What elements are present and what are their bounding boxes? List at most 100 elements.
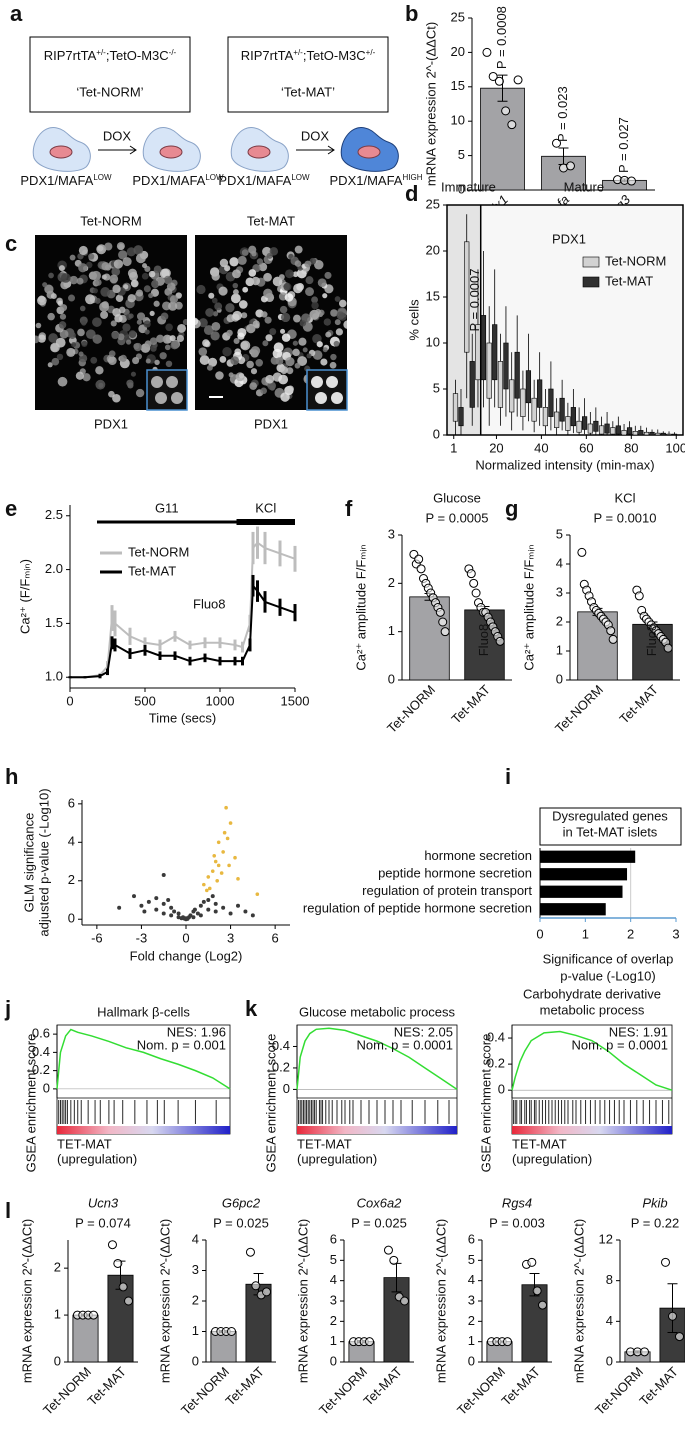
point [213,909,218,914]
significant-point [227,863,231,868]
panel-label: l [5,1198,11,1223]
data-point [471,588,481,598]
panel-label: b [405,1,418,26]
nucleus-spot [323,318,332,326]
significant-point [255,892,260,897]
p-value: P = 0.003 [489,1215,545,1230]
nucleus-spot [76,277,84,285]
data-point [440,627,450,637]
x-tick-label: 40 [534,440,548,455]
nucleus-spot [112,393,121,403]
nucleus-spot [150,345,157,352]
nucleus-spot [203,325,214,336]
nucleus-spot [170,340,179,350]
nucleus-spot [109,274,119,284]
data-point [608,634,618,644]
nucleus-spot [77,328,85,337]
nucleus-spot [108,350,116,358]
nucleus-spot [262,340,269,347]
y-tick-label: 25 [426,196,440,211]
box [570,407,576,427]
p-value: P = 0.22 [631,1215,680,1230]
p-value: P = 0.074 [75,1215,131,1230]
y-tick-label: 0.2 [32,1062,50,1077]
box [565,416,571,431]
nucleus-spot [329,361,337,369]
data-point [113,1258,123,1268]
y-tick-label: 15 [426,288,440,303]
y-axis-label: % cells [406,299,421,341]
genotype: RIP7rtTA+/-;TetO-M3C-/- [44,48,177,64]
chart-title: in Tet-MAT islets [563,824,658,839]
y-tick-label: 0.4 [272,1038,290,1053]
point [198,913,203,918]
cell-state-part: HIGH [402,173,422,182]
nucleus [159,145,183,159]
nucleus-spot [280,328,286,334]
immature-region [447,205,481,435]
nucleus-spot [238,373,245,379]
box [464,241,470,353]
cell-state-part: PDX1/MAFA [330,173,403,188]
nucleus-spot [115,294,124,302]
nucleus-spot [311,301,319,310]
nucleus-spot [128,330,137,339]
significant-point [202,882,206,887]
data-point [501,106,511,116]
p-value: P = 0.025 [351,1215,407,1230]
nucleus-spot [160,312,169,321]
nucleus-spot [133,342,142,352]
x-tick-label: 0 [66,693,73,708]
data-point [438,617,448,627]
panel-label: d [405,181,418,206]
x-tick-label: 2 [627,926,634,941]
box [576,420,582,433]
nucleus-spot [280,392,290,402]
y-tick-label: 0 [283,1081,290,1096]
box [610,427,616,435]
legend-swatch [582,276,600,288]
data-point [482,47,492,57]
y-tick-label: 2 [192,1292,199,1307]
bar [632,623,673,681]
nucleus-spot [211,321,221,331]
enrichment-curve [511,1030,673,1091]
y-tick-label: 5 [458,147,465,162]
y-axis-label: GSEA enrichment score [478,1034,493,1173]
nucleus-spot [125,339,132,345]
nucleus-spot [198,347,208,356]
box [582,416,588,430]
category-label: regulation of protein transport [362,883,532,898]
data-point [606,626,616,636]
x-tick-label: Tet-NORM [316,1364,370,1418]
nucleus-spot [60,304,68,312]
nucleus-spot [298,337,307,346]
region-label: Mature [564,179,604,194]
nucleus-spot [238,300,248,309]
y-tick-label: 20 [426,242,440,257]
nucleus-spot [176,334,184,343]
x-axis-label: Significance of overlap [543,951,674,966]
x-axis-label: p-value (-Log10) [560,968,655,983]
enrichment-curve [296,1027,458,1091]
y-tick-label: 0.4 [32,1044,50,1059]
box [525,370,532,404]
y-tick-label: 3 [468,1292,475,1307]
point [132,894,136,899]
cell-state-part: LOW [291,173,310,182]
chart-title: Hallmark β-cells [97,1004,190,1019]
data-point [251,1281,261,1291]
nucleus-spot [35,335,40,344]
y-tick-label: 10 [426,334,440,349]
stain-label: PDX1 [254,416,288,431]
nucleus-spot [58,321,67,329]
cell-state: PDX1/MAFALOW [20,173,112,189]
arrow [98,145,137,155]
x-tick-label: 3 [672,926,679,941]
nucleus-spot [122,323,131,332]
point [161,901,166,906]
nucleus-spot [230,356,240,366]
y-axis-label: mRNA expression 2^-(ΔΔCt) [433,1219,448,1383]
x-tick-label: Tet-NORM [552,682,606,736]
nucleus-spot [37,334,46,343]
